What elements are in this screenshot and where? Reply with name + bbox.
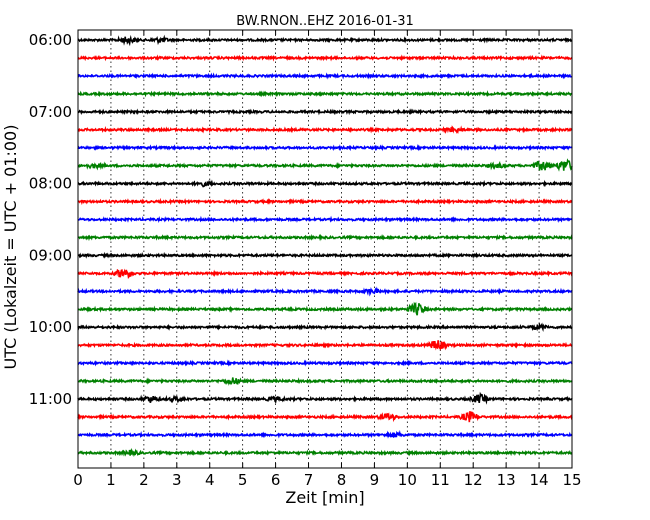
trace-line [77,108,573,116]
x-tick-label: 14 [530,471,549,489]
x-axis-label: Zeit [min] [285,488,364,507]
trace-line [77,429,573,439]
trace-line [77,251,573,259]
trace-line [77,197,573,206]
trace-line [77,359,573,367]
y-tick-label: 09:00 [29,246,72,264]
x-tick-label: 3 [172,471,182,489]
y-tick-label: 08:00 [29,175,72,193]
plot-frame [77,29,573,469]
y-tick-label: 06:00 [29,31,72,49]
trace-line [77,158,573,172]
x-tick-label: 10 [398,471,417,489]
chart-title: BW.RNON..EHZ 2016-01-31 [236,14,414,29]
x-tick-label: 13 [497,471,516,489]
trace-line [77,90,573,98]
trace-line [77,377,573,386]
x-tick-label: 0 [73,471,83,489]
y-tick-label: 07:00 [29,103,72,121]
x-tick-label: 8 [337,471,347,489]
trace-line [77,125,573,135]
trace-line [77,233,573,242]
trace-line [77,340,573,351]
trace-line [77,54,573,62]
trace-line [77,179,573,188]
x-tick-label: 9 [370,471,380,489]
y-axis-label: UTC (Lokalzeit = UTC + 01:00) [1,125,20,370]
x-tick-label: 12 [464,471,483,489]
x-tick-label: 11 [431,471,450,489]
trace-line [77,411,573,423]
x-tick-label: 7 [304,471,314,489]
trace-line [77,144,573,152]
trace-line [77,286,573,297]
trace-line [77,301,573,316]
trace-line [77,215,573,224]
x-tick-label: 2 [139,471,149,489]
trace-line [77,391,573,405]
y-tick-label: 11:00 [29,390,72,408]
x-tick-label: 6 [271,471,281,489]
x-tick-label: 4 [205,471,215,489]
x-tick-label: 5 [238,471,248,489]
trace-line [77,268,573,280]
trace-line [77,34,573,47]
trace-line [77,447,573,458]
x-axis-ticks: 0 1 2 3 4 5 6 7 8 9 10 11 12 13 14 15 [73,30,582,489]
trace-line [77,72,573,80]
x-tick-label: 15 [562,471,581,489]
y-tick-label: 10:00 [29,318,72,336]
grid-lines [110,30,540,468]
x-tick-label: 1 [106,471,116,489]
trace-line [77,322,573,332]
trace-group [77,34,573,458]
y-axis-ticks: 06:00 07:00 08:00 09:00 10:00 11:00 [29,31,572,408]
